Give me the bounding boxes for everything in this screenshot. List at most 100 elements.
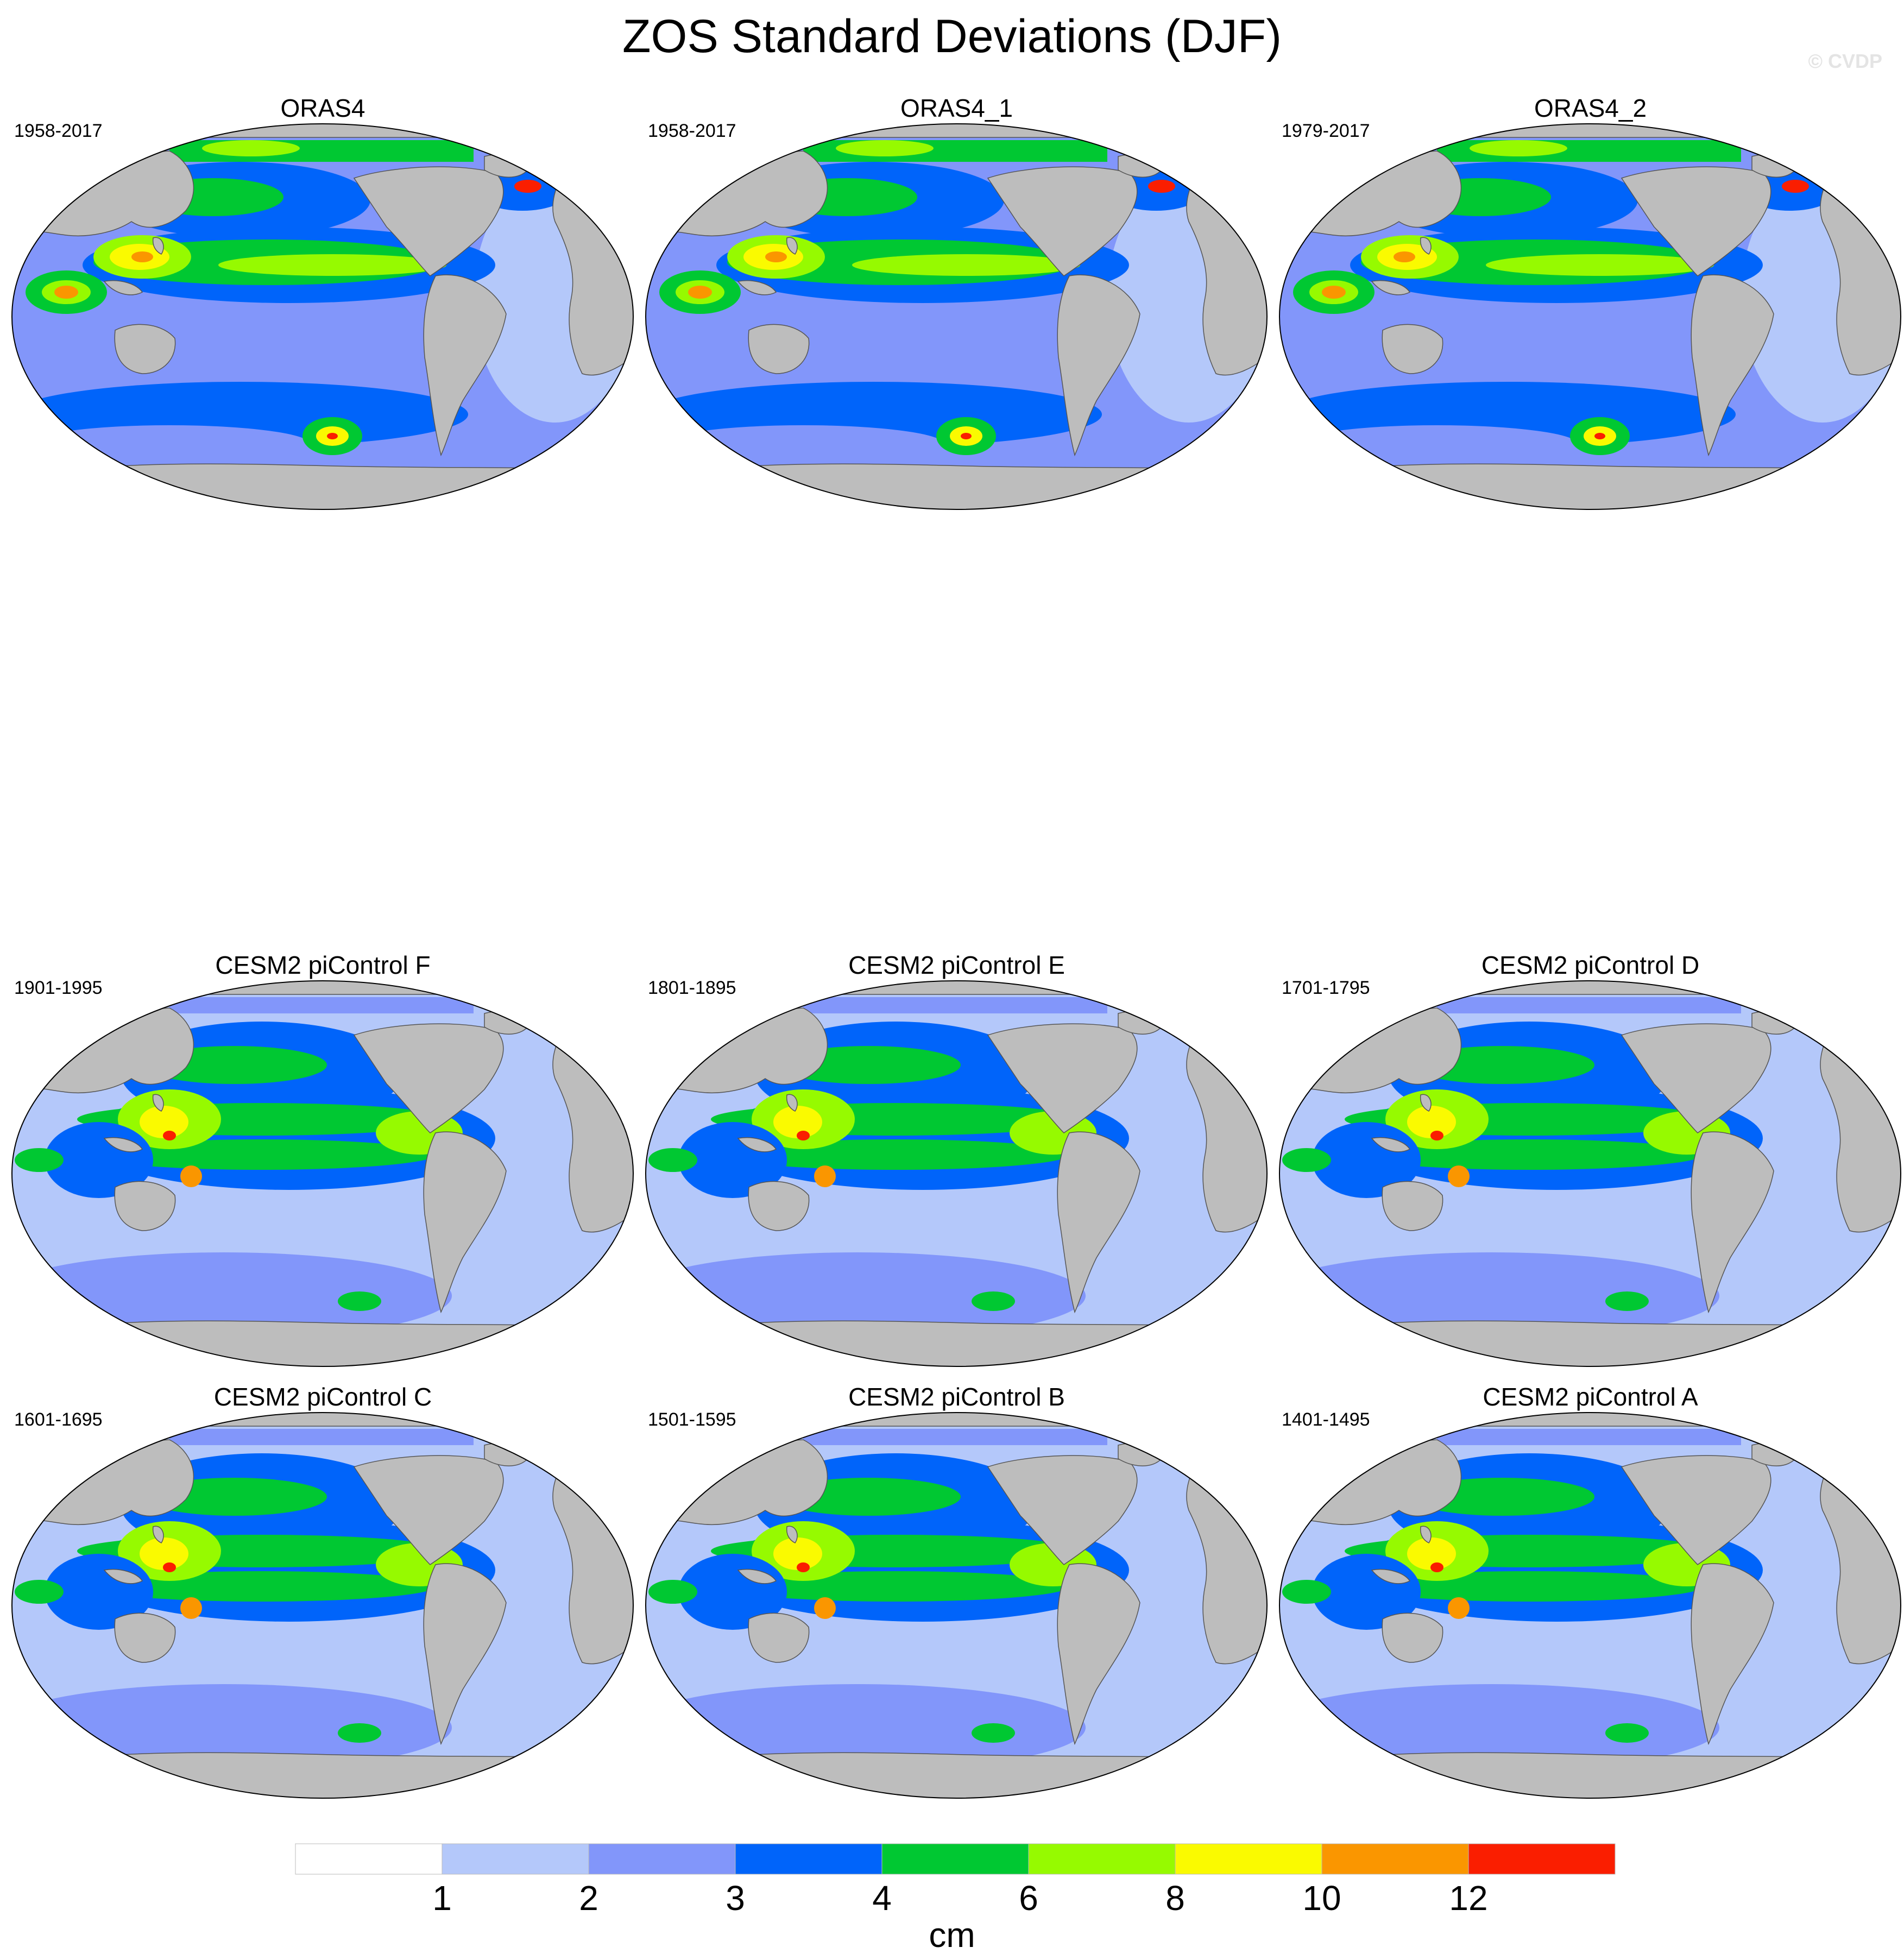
australia: [114, 324, 176, 374]
variability-region: [836, 140, 934, 156]
australia: [1382, 1181, 1443, 1231]
variability-region: [1486, 254, 1714, 276]
panel-title: ORAS4: [280, 94, 365, 122]
variability-region: [327, 433, 338, 439]
map-panel: CESM2 piControl A 1401-1495: [1274, 1382, 1904, 1817]
indonesia: [103, 280, 143, 295]
globe-map: [1279, 1412, 1901, 1799]
variability-region: [1782, 180, 1809, 193]
map-outline: [1279, 123, 1901, 510]
variability-region: [1470, 140, 1567, 156]
antarctica: [646, 1320, 1267, 1366]
variability-region: [202, 140, 300, 156]
variability-region: [972, 1723, 1015, 1743]
antarctica: [12, 1752, 633, 1798]
variability-region: [662, 425, 944, 463]
variability-region: [1605, 1723, 1649, 1743]
panel-title: ORAS4_1: [900, 94, 1013, 122]
map-outline: [645, 980, 1268, 1367]
eurasia: [12, 1007, 194, 1094]
colorbar-swatch: [1468, 1843, 1616, 1875]
south-america: [1691, 1131, 1774, 1314]
greenland: [484, 1442, 528, 1466]
globe-map: [1279, 123, 1901, 510]
eurasia: [12, 150, 194, 237]
map-panel: CESM2 piControl B 1501-1595: [640, 1382, 1273, 1817]
arctic-land: [12, 1413, 633, 1427]
antarctica: [1279, 1320, 1901, 1366]
arctic-land: [1279, 124, 1901, 138]
arctic-land: [646, 981, 1267, 995]
philippines: [1420, 1094, 1432, 1112]
south-america: [1057, 1563, 1140, 1745]
panel-title: CESM2 piControl E: [848, 951, 1065, 979]
variability-region: [54, 286, 78, 299]
north-america: [987, 1455, 1138, 1565]
colorbar-tick-label: 10: [1302, 1879, 1341, 1918]
panel-period: 1601-1695: [14, 1409, 103, 1430]
colorbar-tick-label: 3: [726, 1879, 745, 1918]
greenland: [484, 1011, 528, 1035]
colorbar-swatch: [881, 1843, 1029, 1875]
eurasia: [1279, 1007, 1462, 1094]
north-america: [1621, 1455, 1771, 1565]
map-panel: ORAS4_2 1979-2017: [1274, 93, 1904, 528]
variability-region: [797, 1131, 810, 1140]
north-america: [987, 1023, 1138, 1133]
panel-title: CESM2 piControl A: [1483, 1383, 1698, 1411]
australia: [748, 1181, 810, 1231]
colorbar: 1 2 3 4 6 8 10 12 cm: [295, 1843, 1616, 1955]
philippines: [152, 237, 164, 255]
eurasia: [1279, 1439, 1462, 1526]
arctic-region: [169, 997, 474, 1013]
colorbar-swatch: [295, 1843, 443, 1875]
variability-region: [1394, 251, 1415, 262]
map-outline: [1279, 1412, 1901, 1799]
colorbar-tick-label: 4: [872, 1879, 892, 1918]
panel-period: 1979-2017: [1282, 121, 1370, 141]
south-america: [423, 1563, 507, 1745]
globe-map: [11, 1412, 634, 1799]
variability-region: [648, 1148, 697, 1172]
eurasia: [646, 150, 828, 237]
colorbar-tick-label: 12: [1449, 1879, 1487, 1918]
map-panel: CESM2 piControl D 1701-1795: [1274, 950, 1904, 1385]
variability-region: [1407, 1106, 1456, 1138]
variability-region: [814, 1165, 836, 1187]
north-america: [353, 166, 504, 276]
indonesia: [103, 1137, 143, 1152]
colorbar-swatch: [1175, 1843, 1322, 1875]
colorbar-swatch: [588, 1843, 736, 1875]
variability-region: [218, 254, 446, 276]
north-america: [987, 166, 1138, 276]
antarctica: [646, 463, 1267, 509]
variability-region: [648, 1580, 697, 1604]
arctic-land: [1279, 981, 1901, 995]
variability-region: [1322, 286, 1346, 299]
antarctica: [12, 1320, 633, 1366]
arctic-region: [803, 1429, 1107, 1445]
colorbar-swatch: [735, 1843, 882, 1875]
variability-region: [163, 1562, 176, 1572]
variability-region: [1407, 1537, 1456, 1570]
variability-region: [338, 1723, 381, 1743]
main-title: ZOS Standard Deviations (DJF): [622, 10, 1282, 62]
australia: [748, 324, 810, 374]
australia: [1382, 324, 1443, 374]
south-america: [423, 274, 507, 457]
globe-map: [11, 980, 634, 1367]
arctic-region: [1437, 1429, 1741, 1445]
north-america: [1621, 166, 1771, 276]
variability-region: [163, 1131, 176, 1140]
watermark: © CVDP: [1808, 50, 1882, 72]
colorbar-tick-label: 2: [579, 1879, 598, 1918]
variability-region: [814, 1597, 836, 1619]
colorbar-swatch: [1028, 1843, 1176, 1875]
map-outline: [645, 123, 1268, 510]
variability-region: [1448, 1597, 1470, 1619]
arctic-region: [169, 1429, 474, 1445]
australia: [114, 1612, 176, 1663]
map-outline: [11, 123, 634, 510]
philippines: [786, 1094, 798, 1112]
panel-period: 1701-1795: [1282, 978, 1370, 998]
